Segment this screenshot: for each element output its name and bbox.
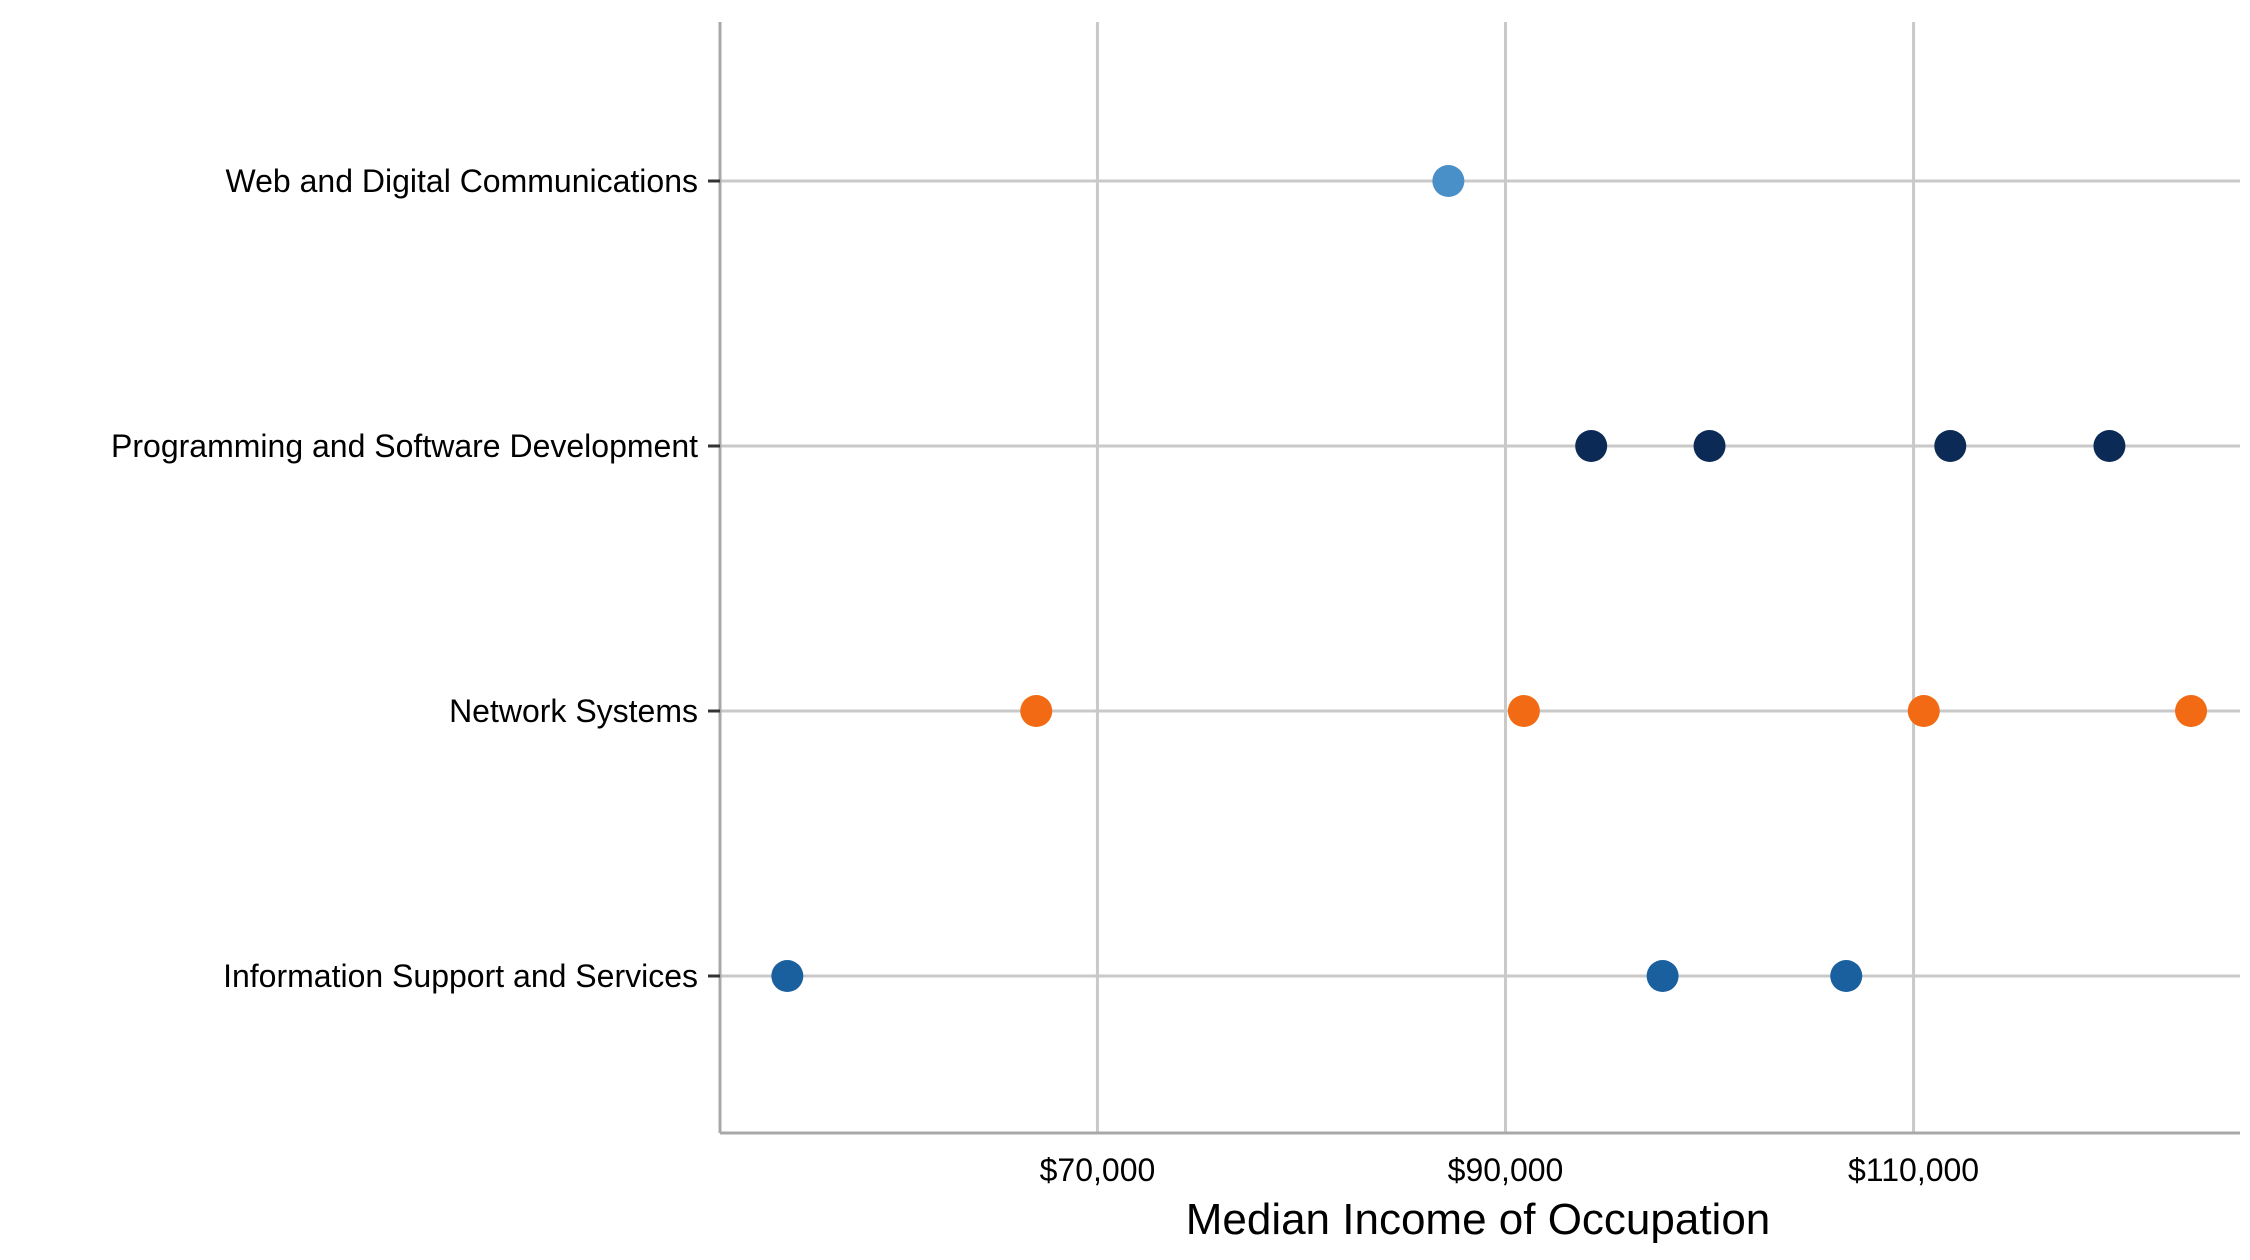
data-point [2175,695,2208,727]
data-point [1507,695,1540,727]
data-point [1020,695,1053,727]
data-point [1432,165,1465,197]
data-point [2093,430,2126,462]
x-tick-label: $70,000 [1040,1152,1156,1188]
y-tick-label: Network Systems [449,693,698,729]
x-axis-title: Median Income of Occupation [1186,1195,1771,1244]
x-tick-label: $90,000 [1448,1152,1564,1188]
data-point [1934,430,1967,462]
data-point [1830,960,1863,992]
data-point [1693,430,1726,462]
grid-lines [720,22,2240,1133]
data-point [1575,430,1608,462]
data-point [1646,960,1679,992]
data-point [1907,695,1940,727]
y-tick-label: Web and Digital Communications [225,163,698,199]
tick-labels: Information Support and Services Network … [111,163,1979,1188]
data-point [771,960,804,992]
y-tick-label: Information Support and Services [223,958,698,994]
axes [708,22,2240,1135]
y-tick-label: Programming and Software Development [111,428,698,464]
x-tick-label: $110,000 [1848,1152,1979,1188]
data-points [771,165,2208,992]
